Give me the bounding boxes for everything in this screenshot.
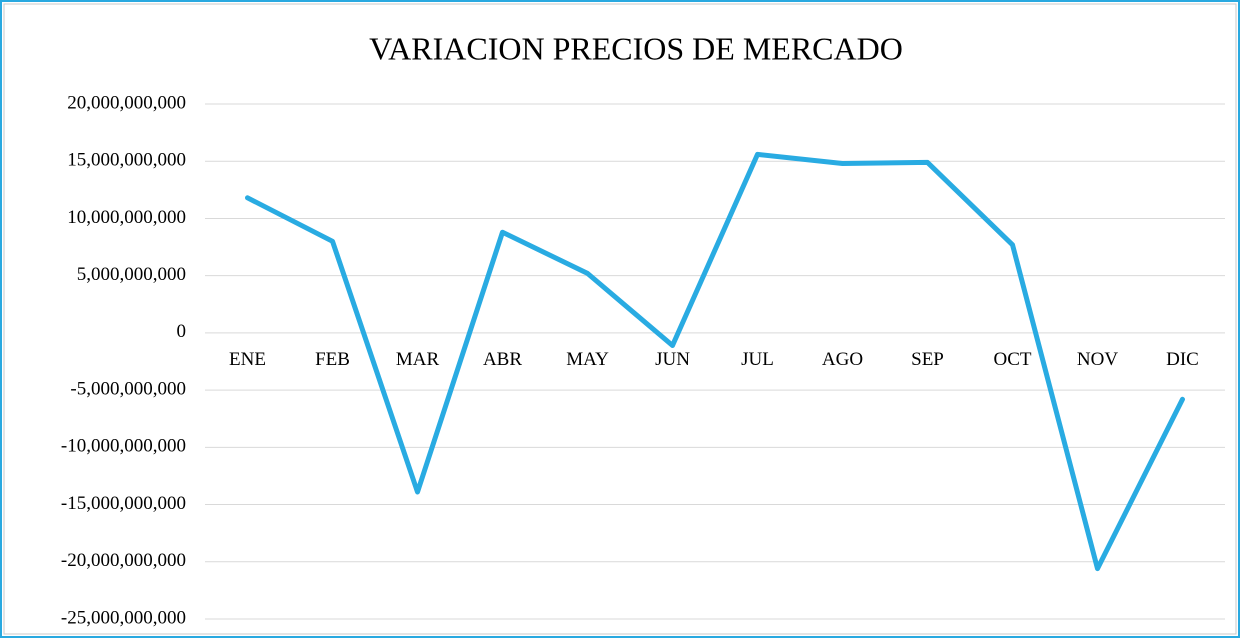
x-tick-label: ABR: [483, 349, 522, 370]
y-tick-label: 10,000,000,000: [67, 207, 186, 228]
y-tick-label: -15,000,000,000: [61, 493, 186, 514]
y-tick-label: 0: [177, 321, 187, 342]
y-tick-label: 5,000,000,000: [77, 264, 186, 285]
x-tick-label: JUL: [741, 349, 774, 370]
x-tick-label: JUN: [655, 349, 690, 370]
x-tick-label: AGO: [822, 349, 863, 370]
chart-inner-frame: [3, 3, 1237, 635]
x-tick-label: ENE: [229, 349, 266, 370]
x-tick-label: MAY: [566, 349, 609, 370]
chart-title: VARIACION PRECIOS DE MERCADO: [369, 30, 903, 66]
x-tick-label: DIC: [1166, 349, 1199, 370]
x-tick-label: NOV: [1077, 349, 1118, 370]
y-tick-label: -5,000,000,000: [70, 378, 186, 399]
x-tick-label: OCT: [994, 349, 1032, 370]
data-line: [245, 151, 1185, 572]
y-tick-label: -10,000,000,000: [61, 436, 186, 457]
x-tick-label: FEB: [315, 349, 350, 370]
y-tick-label: -20,000,000,000: [61, 550, 186, 571]
x-tick-label: MAR: [396, 349, 440, 370]
y-tick-label: 20,000,000,000: [67, 92, 186, 113]
y-tick-label: -25,000,000,000: [61, 607, 186, 628]
x-tick-label: SEP: [911, 349, 944, 370]
y-tick-label: 15,000,000,000: [67, 150, 186, 171]
